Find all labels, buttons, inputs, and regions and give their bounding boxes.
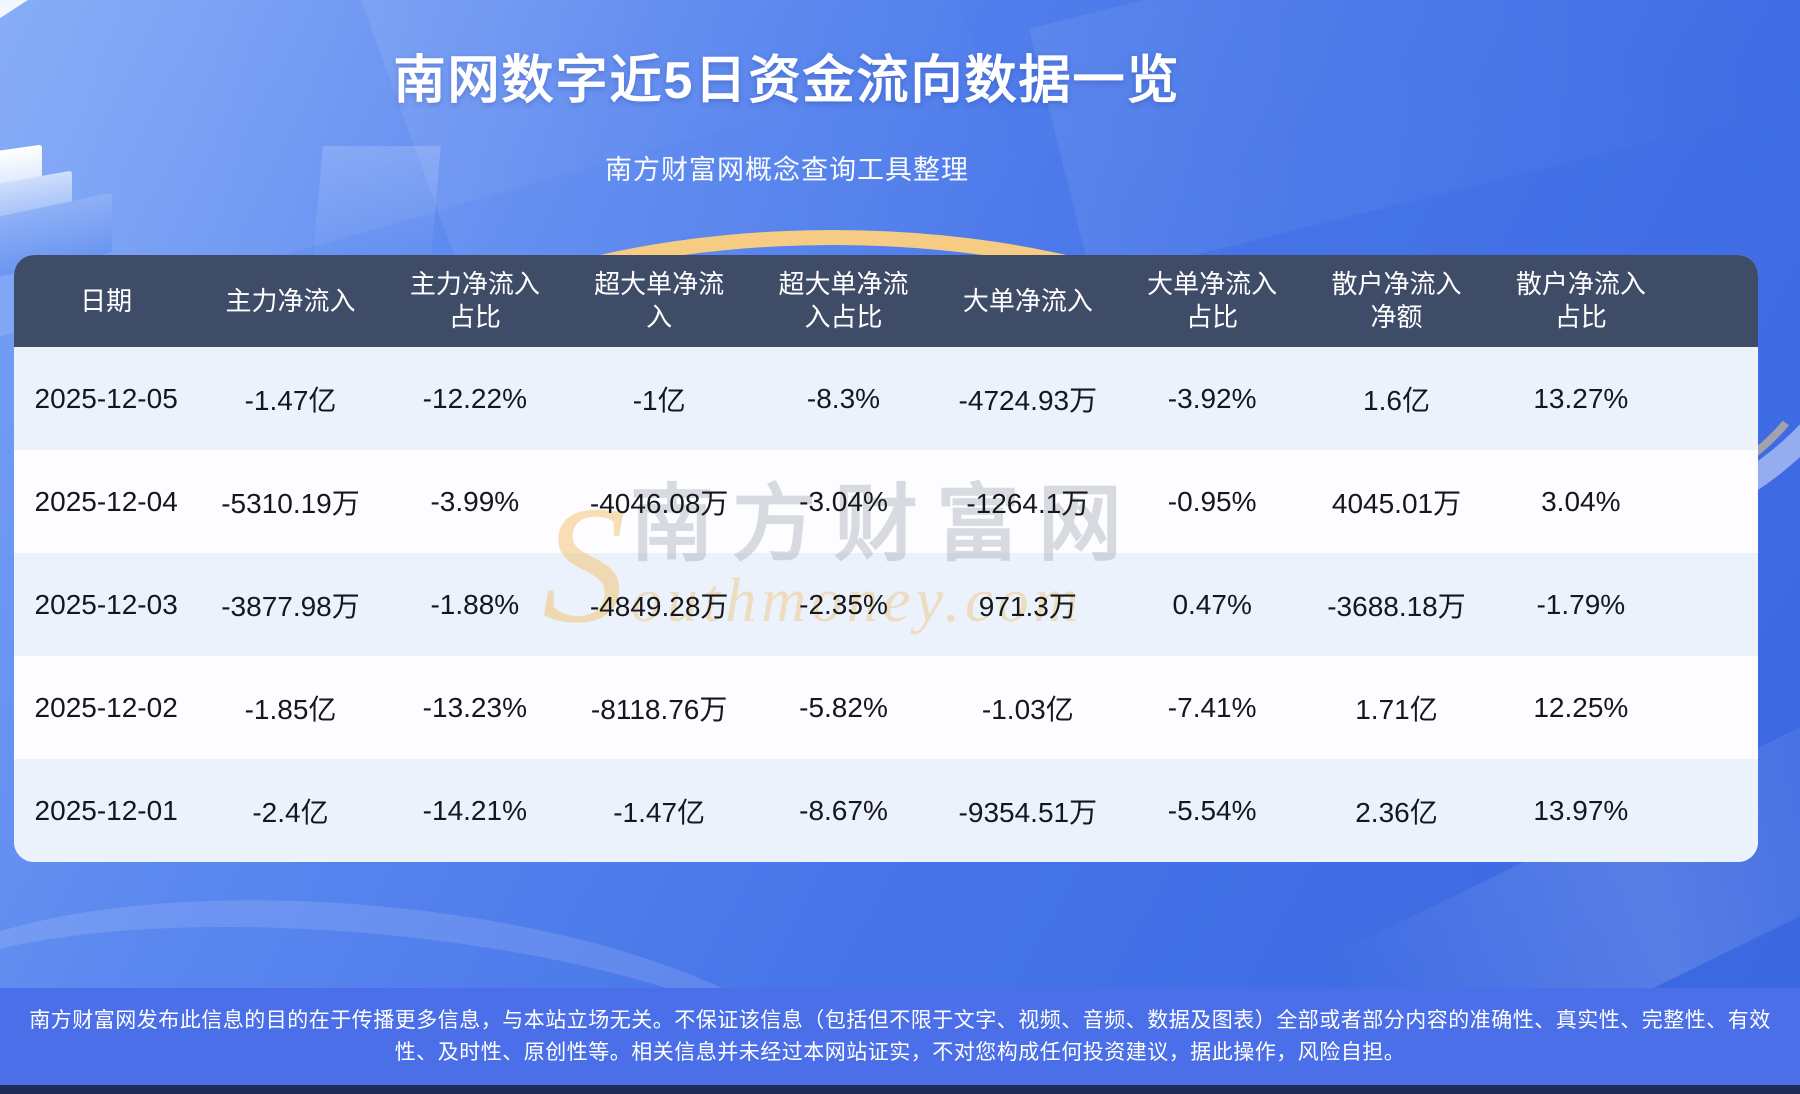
table-cell: -7.41% [1167, 691, 1257, 723]
table-cell: -1.79% [1536, 588, 1626, 620]
table-row: 2025-12-05 -1.47亿 -12.22% -1亿 -8.3% -4724.93万… [14, 347, 1758, 450]
column-header: 主力净流入 [225, 285, 356, 316]
column-header: 日期 [80, 285, 133, 316]
table-cell: 2025-12-03 [34, 588, 178, 620]
table-cell: -14.21% [422, 794, 527, 826]
table-cell: 1.6亿 [1363, 384, 1430, 416]
table-cell: -1亿 [632, 384, 686, 416]
table-cell: -2.35% [799, 588, 888, 620]
table-cell: -8118.76万 [590, 693, 728, 725]
table-cell: 3.04% [1541, 485, 1621, 517]
table-cell: 2025-12-01 [34, 794, 178, 826]
table-cell: 12.25% [1533, 691, 1629, 723]
table-cell: 0.47% [1172, 588, 1252, 620]
table-row: 2025-12-04 -5310.19万 -3.99% -4046.08万 -3.04%… [14, 450, 1758, 553]
column-header: 大单净流入 [962, 285, 1093, 316]
table-cell: -4046.08万 [589, 487, 729, 519]
table-cell: -12.22% [422, 382, 527, 414]
column-header: 散户净流入 占比 [1515, 269, 1646, 332]
table-row: 2025-12-01 -2.4亿 -14.21% -1.47亿 -8.67% -9354.… [14, 759, 1758, 862]
corner-flash-decoration [0, 0, 34, 22]
column-header: 超大单净流 入 [594, 269, 725, 332]
table-cell: -1.47亿 [244, 384, 337, 416]
column-header: 大单净流入 占比 [1147, 269, 1278, 332]
table-cell: -1.88% [430, 588, 520, 620]
table-cell: -1.03亿 [981, 693, 1074, 725]
table-cell: 2025-12-04 [34, 485, 178, 517]
table-cell: 971.3万 [978, 590, 1077, 622]
table-cell: 2.36亿 [1355, 796, 1438, 828]
fund-flow-table: 日期 主力净流入 主力净流入 占比 超大单净流 入超大单净流 入占比 大单净流入 大单净流… [14, 255, 1758, 862]
table-cell: -13.23% [422, 691, 527, 723]
column-header: 超大单净流 入占比 [778, 269, 909, 332]
table-cell: -2.4亿 [252, 796, 329, 828]
table-cell: -3688.18万 [1327, 590, 1466, 622]
table-cell: -9354.51万 [958, 796, 1098, 828]
disclaimer-line2: 性、及时性、原创性等。相关信息并未经过本网站证实，不对您构成任何投资建议，据此操… [394, 1040, 1406, 1064]
table-cell: 2025-12-02 [34, 691, 178, 723]
table-cell: -8.3% [806, 382, 881, 414]
table-cell: -3.92% [1167, 382, 1257, 414]
table-cell: -1264.1万 [966, 487, 1090, 519]
table-cell: 2025-12-05 [34, 382, 178, 414]
table-row: 2025-12-03 -3877.98万 -1.88% -4849.28万 -2.35%… [14, 553, 1758, 656]
table-cell: -3877.98万 [221, 590, 360, 622]
table-cell: -3.99% [430, 485, 520, 517]
table-cell: -0.95% [1167, 485, 1257, 517]
table-header-row: 日期 主力净流入 主力净流入 占比 超大单净流 入超大单净流 入占比 大单净流入 大单净流… [14, 255, 1758, 347]
table-row: 2025-12-02 -1.85亿 -13.23% -8118.76万 -5.82% -1… [14, 656, 1758, 759]
hero-header: 南网数字近5日资金流向数据一览 南方财富网概念查询工具整理 [0, 50, 1574, 187]
table-cell: 13.27% [1533, 382, 1629, 414]
table-cell: -1.85亿 [244, 693, 337, 725]
table-cell: 13.97% [1533, 794, 1629, 826]
column-header: 主力净流入 占比 [409, 269, 540, 332]
bottom-strip-decoration [0, 1085, 1800, 1094]
table-cell: -1.47亿 [613, 796, 706, 828]
table-cell: -4849.28万 [589, 590, 729, 622]
table-cell: -5.54% [1167, 794, 1257, 826]
disclaimer-line1: 南方财富网发布此信息的目的在于传播更多信息，与本站立场无关。不保证该信息（包括但… [29, 1008, 1771, 1032]
table-cell: -3.04% [799, 485, 888, 517]
column-header: 散户净流入 净额 [1331, 269, 1462, 332]
table-cell: 1.71亿 [1355, 693, 1438, 725]
table-cell: -5.82% [799, 691, 888, 723]
table-cell: -5310.19万 [221, 487, 360, 519]
table-cell: -8.67% [799, 794, 888, 826]
table-cell: -4724.93万 [958, 384, 1098, 416]
page-title: 南网数字近5日资金流向数据一览 [393, 52, 1181, 110]
page-subtitle: 南方财富网概念查询工具整理 [605, 155, 969, 185]
table-body: 南方财富网 Southmoney.com 2025-12-05 -1.47亿 -12… [14, 347, 1758, 862]
table-cell: 4045.01万 [1331, 487, 1462, 519]
disclaimer-bar: 南方财富网发布此信息的目的在于传播更多信息，与本站立场无关。不保证该信息（包括但… [0, 988, 1800, 1085]
